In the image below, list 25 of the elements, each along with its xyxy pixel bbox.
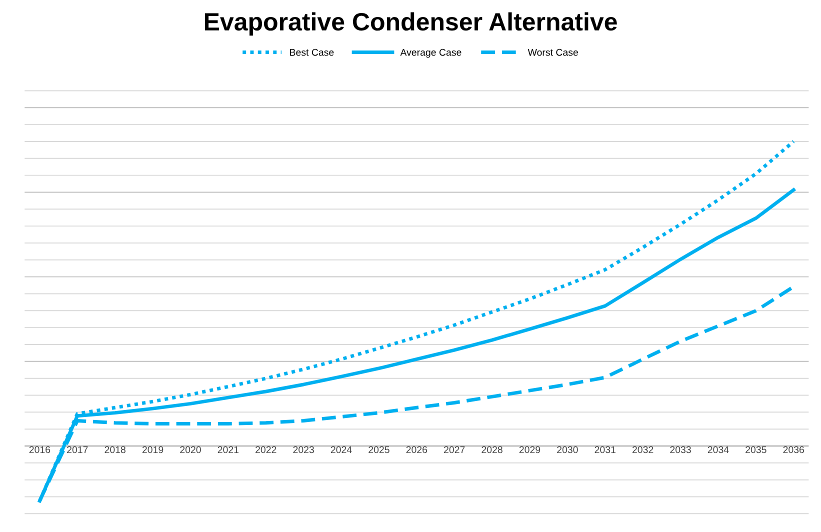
x-tick-label: 2036 xyxy=(783,446,804,454)
x-tick-label: 2017 xyxy=(67,446,88,454)
x-tick-label: 2018 xyxy=(104,446,126,454)
x-tick-label: 2033 xyxy=(670,446,691,454)
x-tick-label: 2023 xyxy=(293,446,314,454)
x-tick-label: 2022 xyxy=(256,446,276,454)
x-tick-label: 2028 xyxy=(482,446,502,454)
legend-label: Average Case xyxy=(400,48,462,58)
x-tick-label: 2032 xyxy=(632,446,654,454)
x-tick-label: 2035 xyxy=(746,446,766,454)
chart-title: Evaporative Condenser Alternative xyxy=(204,12,617,36)
x-tick-label: 2034 xyxy=(708,446,729,454)
x-tick-label: 2019 xyxy=(142,446,164,454)
x-tick-label: 2016 xyxy=(29,446,50,454)
x-tick-label: 2020 xyxy=(180,446,201,454)
x-tick-label: 2025 xyxy=(368,446,390,454)
x-tick-label: 2024 xyxy=(330,446,352,454)
legend-label: Worst Case xyxy=(528,48,578,56)
x-tick-label: 2027 xyxy=(444,446,465,454)
legend-label: Best Case xyxy=(290,48,334,56)
x-tick-label: 2029 xyxy=(519,446,540,454)
x-tick-label: 2030 xyxy=(557,446,578,454)
x-tick-label: 2031 xyxy=(594,446,616,454)
x-tick-label: 2026 xyxy=(406,446,428,454)
x-tick-label: 2021 xyxy=(218,446,239,454)
